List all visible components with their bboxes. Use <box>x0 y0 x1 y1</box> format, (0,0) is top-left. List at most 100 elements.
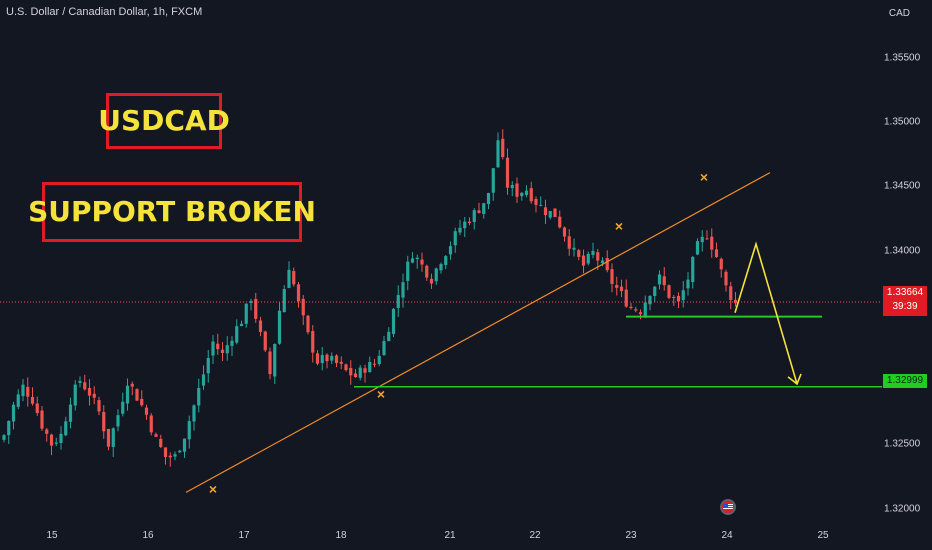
candle-body <box>453 231 457 246</box>
candle-body <box>2 435 6 440</box>
candle-body <box>320 355 324 364</box>
drawings-layer: × × × × <box>0 169 882 497</box>
candle-body <box>249 301 253 303</box>
date-tick: 22 <box>529 530 541 541</box>
candle-body <box>349 367 353 376</box>
candle-body <box>415 257 419 260</box>
candle-body <box>11 404 16 422</box>
candle-body <box>83 382 87 390</box>
candle-body <box>657 274 662 285</box>
candle-body <box>149 415 153 433</box>
candle-body <box>163 447 168 457</box>
candle-body <box>16 394 20 407</box>
candle-body <box>206 358 210 374</box>
candle-body <box>97 400 101 412</box>
candle-body <box>667 285 671 298</box>
candle-body <box>695 241 700 255</box>
candle-body <box>638 312 643 315</box>
date-tick: 18 <box>335 530 347 541</box>
candle-body <box>434 268 438 282</box>
candle-body <box>463 221 467 229</box>
date-tick: 17 <box>238 530 250 541</box>
candle-body <box>334 355 339 364</box>
candle-body <box>391 308 396 334</box>
candle-body <box>363 368 367 373</box>
candle-body <box>567 236 571 249</box>
candle-body <box>26 386 30 397</box>
candle-body <box>648 296 652 305</box>
price-tick: 1.34000 <box>884 245 921 257</box>
candle-body <box>125 385 130 404</box>
price-tick: 1.35500 <box>884 52 921 64</box>
candle-body <box>368 362 372 373</box>
candle-body <box>410 258 415 263</box>
candle-body <box>477 210 481 213</box>
candle-body <box>268 351 272 375</box>
date-tick: 25 <box>817 530 829 541</box>
candle-body <box>686 279 690 289</box>
candle-body <box>653 286 657 296</box>
candle-body <box>144 407 149 415</box>
candle-body <box>714 249 719 258</box>
current-price-tag: 1.33664 39:39 <box>883 286 927 316</box>
candle-body <box>558 216 562 228</box>
candle-body <box>420 259 424 265</box>
candle-body <box>672 297 676 299</box>
candle-body <box>425 265 429 278</box>
candle-body <box>553 208 557 218</box>
candle-body <box>482 203 486 214</box>
candle-body <box>301 298 305 316</box>
candle-body <box>21 384 25 397</box>
candle-body <box>220 349 225 354</box>
candle-body <box>121 401 125 414</box>
candle-body <box>605 258 609 271</box>
candle-body <box>201 374 206 386</box>
candle-body <box>45 429 49 434</box>
axis-currency-label: CAD <box>888 8 910 19</box>
price-tick: 1.32500 <box>884 438 921 450</box>
candle-body <box>173 454 177 457</box>
candle-body <box>515 183 519 197</box>
support-price-tag: 1.32999 <box>883 374 927 388</box>
candle-body <box>406 261 410 281</box>
current-price-value: 1.33664 <box>886 287 924 298</box>
candle-body <box>168 455 172 458</box>
price-tick: 1.32000 <box>884 503 921 515</box>
candle-body <box>501 138 505 158</box>
candle-body <box>306 315 310 333</box>
candle-body <box>235 326 239 343</box>
candle-body <box>116 415 120 427</box>
candle-body <box>491 168 495 193</box>
usdcad-badge: USDCAD <box>98 93 230 149</box>
candle-body <box>344 364 348 371</box>
candle-body <box>600 260 605 264</box>
candle-body <box>59 433 63 443</box>
candle-body <box>387 331 391 342</box>
candle-body <box>733 299 738 304</box>
candle-body <box>401 282 405 298</box>
candle-body <box>458 227 462 233</box>
bar-countdown: 39:39 <box>892 301 918 312</box>
candle-body <box>710 236 714 250</box>
us-flag-icon[interactable] <box>720 499 736 515</box>
candle-body <box>68 404 73 422</box>
date-tick: 15 <box>46 530 58 541</box>
candle-body <box>263 331 267 351</box>
candle-body <box>154 434 158 437</box>
candle-body <box>339 361 343 364</box>
symbol-title: U.S. Dollar / Canadian Dollar, 1h, FXCM <box>6 6 203 18</box>
candle-body <box>572 247 576 250</box>
price-tick: 1.34500 <box>884 180 921 192</box>
candle-body <box>73 384 77 406</box>
candle-body <box>130 383 134 387</box>
date-tick: 16 <box>142 530 154 541</box>
candle-body <box>719 258 723 270</box>
candle-body <box>662 276 666 286</box>
candle-body <box>296 284 301 302</box>
candle-body <box>610 269 614 284</box>
candle-body <box>729 286 733 300</box>
date-tick: 24 <box>721 530 733 541</box>
candle-body <box>429 278 434 284</box>
candle-body <box>624 289 628 307</box>
